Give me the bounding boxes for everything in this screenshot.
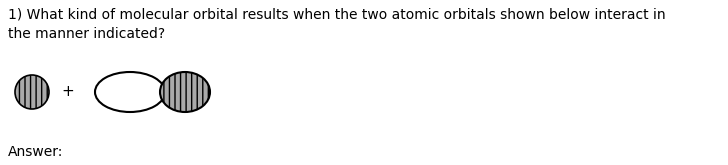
Text: 1) What kind of molecular orbital results when the two atomic orbitals shown bel: 1) What kind of molecular orbital result… [8,8,665,42]
Text: +: + [62,84,74,99]
Ellipse shape [95,72,165,112]
Text: Answer:: Answer: [8,145,63,159]
Ellipse shape [160,72,210,112]
Ellipse shape [15,75,49,109]
